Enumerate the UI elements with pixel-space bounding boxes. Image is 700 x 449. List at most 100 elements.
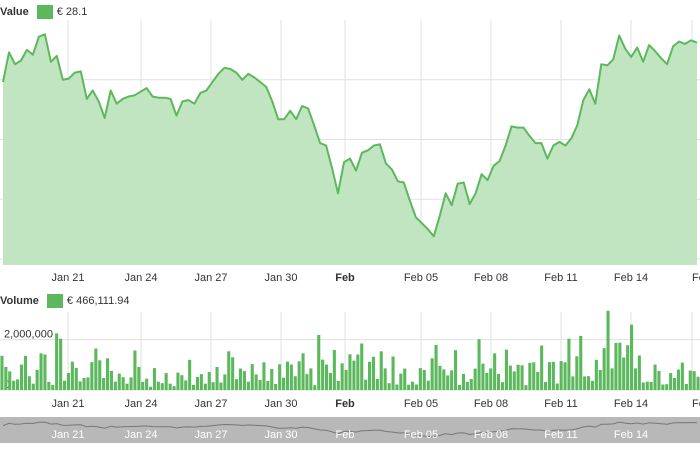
volume-bar[interactable]: [129, 377, 133, 390]
volume-bar[interactable]: [633, 368, 637, 390]
volume-bar[interactable]: [0, 355, 4, 390]
volume-bar[interactable]: [309, 368, 313, 390]
volume-bar[interactable]: [497, 373, 501, 390]
volume-bar[interactable]: [403, 368, 407, 390]
volume-bar[interactable]: [199, 374, 203, 390]
volume-bar[interactable]: [262, 362, 266, 390]
volume-bar[interactable]: [575, 356, 579, 390]
volume-bar[interactable]: [665, 384, 669, 390]
volume-bar[interactable]: [258, 379, 262, 390]
volume-bar[interactable]: [563, 362, 567, 390]
volume-bar[interactable]: [325, 364, 329, 390]
volume-bar[interactable]: [626, 345, 630, 390]
volume-bar[interactable]: [297, 361, 301, 390]
volume-bar[interactable]: [270, 368, 274, 390]
volume-bar[interactable]: [70, 361, 74, 390]
volume-bar[interactable]: [51, 385, 55, 390]
volume-bar[interactable]: [567, 338, 571, 390]
volume-bar[interactable]: [184, 380, 188, 390]
volume-bar[interactable]: [524, 385, 528, 390]
volume-bar[interactable]: [82, 377, 86, 390]
navigator-range[interactable]: [0, 417, 700, 443]
volume-bar[interactable]: [610, 368, 614, 390]
volume-bar[interactable]: [43, 354, 47, 391]
volume-bar[interactable]: [313, 385, 317, 390]
volume-bar[interactable]: [669, 373, 673, 390]
volume-bar[interactable]: [90, 362, 94, 390]
value-line[interactable]: [2, 33, 698, 238]
volume-bar[interactable]: [246, 381, 250, 390]
volume-bar[interactable]: [289, 364, 293, 390]
volume-bar[interactable]: [426, 380, 430, 390]
volume-bar[interactable]: [168, 383, 172, 390]
volume-bar[interactable]: [540, 345, 544, 391]
volume-bar[interactable]: [391, 356, 395, 391]
volume-bar[interactable]: [20, 364, 24, 390]
volume-bar[interactable]: [156, 381, 160, 390]
volume-bar[interactable]: [121, 377, 125, 390]
volume-bar[interactable]: [106, 358, 110, 390]
volume-bar[interactable]: [39, 353, 43, 390]
volume-bar[interactable]: [407, 384, 411, 390]
volume-bar[interactable]: [192, 385, 196, 390]
volume-bar[interactable]: [508, 365, 512, 390]
volume-bar[interactable]: [250, 364, 254, 390]
volume-bar[interactable]: [469, 378, 473, 390]
volume-bar[interactable]: [94, 348, 98, 391]
volume-bar[interactable]: [35, 369, 39, 390]
volume-bar[interactable]: [133, 350, 137, 391]
volume-bar[interactable]: [606, 310, 610, 390]
volume-bar[interactable]: [301, 353, 305, 390]
volume-bar[interactable]: [340, 363, 344, 390]
volume-bar[interactable]: [317, 334, 321, 390]
volume-bar[interactable]: [98, 360, 102, 390]
volume-bar[interactable]: [571, 376, 575, 390]
volume-bar[interactable]: [235, 379, 239, 390]
volume-bar[interactable]: [547, 362, 551, 390]
volume-bar[interactable]: [336, 380, 340, 390]
volume-bar[interactable]: [622, 357, 626, 391]
volume-bar[interactable]: [344, 369, 348, 390]
volume-bar[interactable]: [696, 376, 700, 390]
volume-bar[interactable]: [520, 365, 524, 390]
volume-bar[interactable]: [117, 373, 121, 390]
volume-bar[interactable]: [305, 374, 309, 390]
volume-bar[interactable]: [137, 366, 141, 390]
volume-bar[interactable]: [461, 373, 465, 390]
volume-bar[interactable]: [78, 381, 82, 390]
volume-bar[interactable]: [66, 372, 70, 390]
volume-bar[interactable]: [450, 370, 454, 390]
volume-bar[interactable]: [661, 384, 665, 391]
volume-bar[interactable]: [368, 361, 372, 390]
volume-bar[interactable]: [657, 370, 661, 390]
volume-bar[interactable]: [594, 359, 598, 390]
volume-bar[interactable]: [641, 382, 645, 391]
volume-bar[interactable]: [254, 374, 258, 390]
volume-bar[interactable]: [434, 345, 438, 390]
volume-bar[interactable]: [219, 382, 223, 391]
volume-bar[interactable]: [536, 371, 540, 390]
volume-bar[interactable]: [12, 380, 16, 390]
volume-bar[interactable]: [109, 370, 113, 390]
volume-bar[interactable]: [188, 359, 192, 390]
volume-bar[interactable]: [587, 376, 591, 390]
volume-bar[interactable]: [555, 383, 559, 391]
volume-bar[interactable]: [176, 372, 180, 390]
volume-bar[interactable]: [160, 383, 164, 390]
volume-bar[interactable]: [422, 369, 426, 390]
volume-bar[interactable]: [387, 383, 391, 390]
volume-bar[interactable]: [16, 379, 20, 390]
volume-bar[interactable]: [411, 381, 415, 390]
volume-bar[interactable]: [501, 382, 505, 390]
volume-bar[interactable]: [215, 366, 219, 390]
volume-bar[interactable]: [348, 354, 352, 390]
volume-bar[interactable]: [614, 342, 618, 390]
volume-bar[interactable]: [242, 371, 246, 390]
volume-bar[interactable]: [285, 361, 289, 390]
volume-bar[interactable]: [477, 339, 481, 390]
volume-bar[interactable]: [27, 376, 31, 390]
volume-bar[interactable]: [59, 338, 63, 390]
volume-bar[interactable]: [231, 357, 235, 390]
volume-bar[interactable]: [180, 375, 184, 390]
volume-bar[interactable]: [125, 383, 129, 390]
